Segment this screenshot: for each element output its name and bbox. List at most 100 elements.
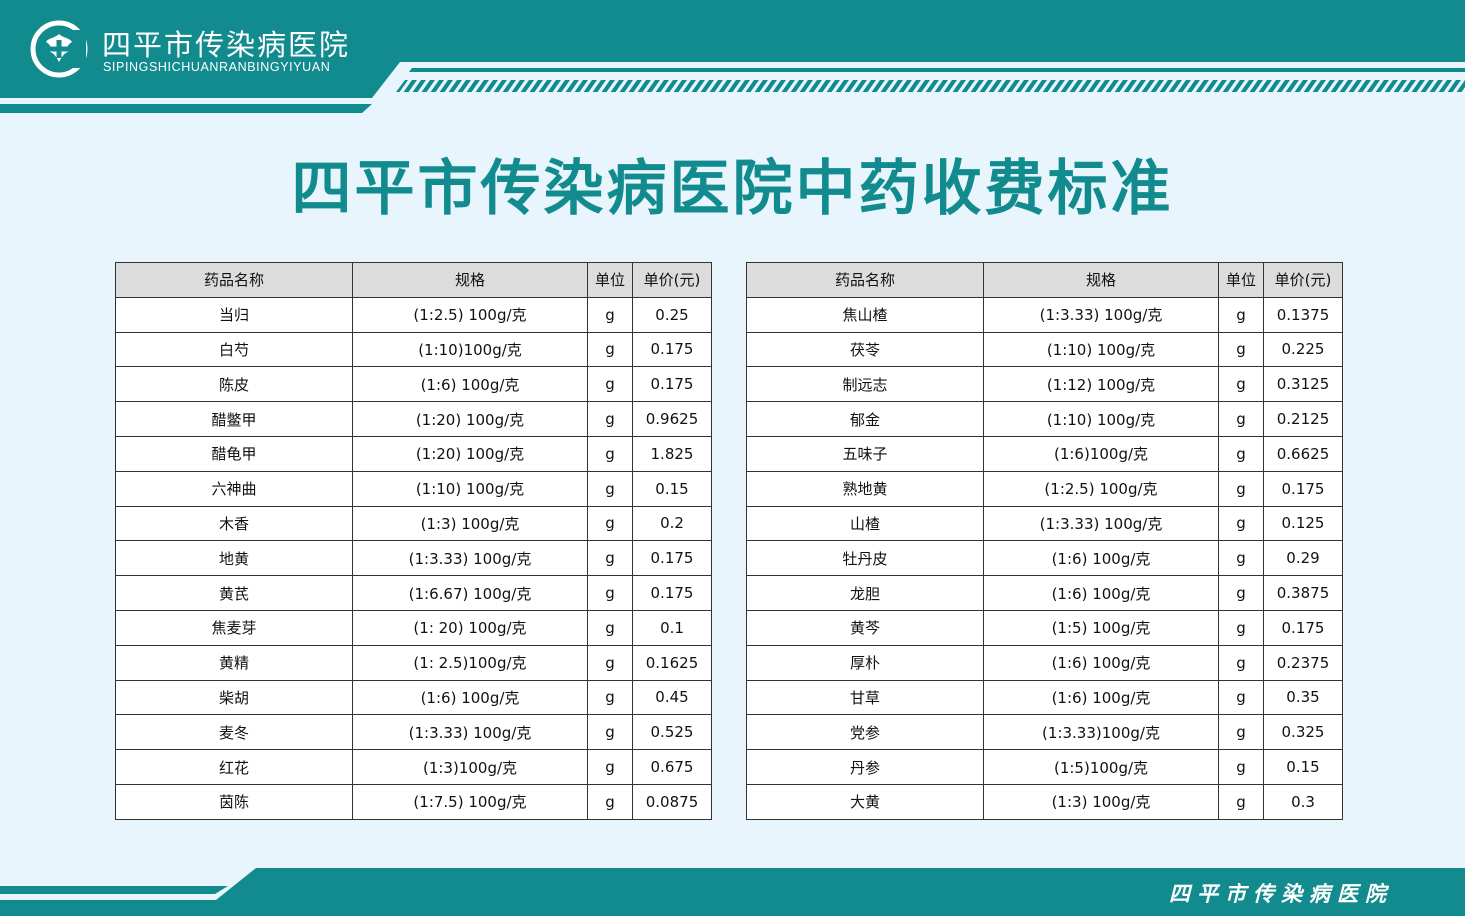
drug-spec: (1:6.67) 100g/克 (352, 575, 588, 611)
drug-unit: g (1218, 296, 1264, 333)
table-row: 牡丹皮 (1:6) 100g/克 g 0.29 (746, 540, 1343, 577)
table-row: 焦麦芽 (1: 20) 100g/克 g 0.1 (115, 609, 712, 646)
drug-price: 0.3125 (1263, 366, 1343, 403)
drug-name: 陈皮 (115, 366, 353, 403)
drug-price: 0.1375 (1263, 296, 1343, 333)
drug-price: 0.525 (632, 714, 712, 751)
drug-spec: (1:3) 100g/克 (352, 505, 588, 542)
drug-spec: (1:10) 100g/克 (983, 331, 1219, 368)
drug-unit: g (587, 470, 633, 507)
drug-spec: (1:3.33) 100g/克 (983, 505, 1219, 542)
drug-name: 黄芩 (746, 609, 984, 646)
drug-price: 0.225 (1263, 331, 1343, 368)
drug-unit: g (587, 783, 633, 820)
table-row: 黄精 (1: 2.5)100g/克 g 0.1625 (115, 644, 712, 681)
drug-spec: (1: 20) 100g/克 (352, 609, 588, 646)
header-drug-name: 药品名称 (115, 262, 353, 298)
footer-band (0, 868, 1465, 916)
header-price: 单价(元) (1263, 262, 1343, 298)
drug-spec: (1:20) 100g/克 (352, 401, 588, 437)
drug-spec: (1:2.5) 100g/克 (352, 296, 588, 333)
drug-unit: g (587, 540, 633, 577)
drug-unit: g (1218, 609, 1264, 646)
drug-spec: (1:5) 100g/克 (983, 609, 1219, 646)
drug-name: 制远志 (746, 366, 984, 403)
table-row: 丹参 (1:5)100g/克 g 0.15 (746, 749, 1343, 785)
drug-price: 0.175 (632, 366, 712, 403)
org-name-cn: 四平市传染病医院 (102, 28, 351, 62)
table-row: 茯苓 (1:10) 100g/克 g 0.225 (746, 331, 1343, 368)
drug-unit: g (1218, 749, 1264, 785)
drug-name: 山楂 (746, 505, 984, 542)
header-unit: 单位 (1218, 262, 1264, 298)
drug-unit: g (587, 505, 633, 542)
drug-name: 焦麦芽 (115, 609, 353, 646)
drug-name: 党参 (746, 714, 984, 751)
drug-name: 醋鳖甲 (115, 401, 353, 437)
drug-price: 0.9625 (632, 401, 712, 437)
table-row: 熟地黄 (1:2.5) 100g/克 g 0.175 (746, 470, 1343, 507)
header-price: 单价(元) (632, 262, 712, 298)
drug-price: 0.175 (1263, 609, 1343, 646)
drug-price: 0.1 (632, 609, 712, 646)
drug-unit: g (587, 575, 633, 611)
footer-org-name: 四平市传染病医院 (1169, 881, 1393, 906)
drug-unit: g (587, 609, 633, 646)
drug-name: 龙胆 (746, 575, 984, 611)
drug-price: 0.6625 (1263, 435, 1343, 472)
drug-spec: (1:3)100g/克 (352, 749, 588, 785)
header-spec: 规格 (983, 262, 1219, 298)
fee-table-left: 药品名称 规格 单位 单价(元) 当归 (1:2.5) 100g/克 g 0.25 白… (115, 262, 712, 820)
drug-name: 六神曲 (115, 470, 353, 507)
table-row: 地黄 (1:3.33) 100g/克 g 0.175 (115, 540, 712, 577)
drug-price: 0.2 (632, 505, 712, 542)
table-row: 木香 (1:3) 100g/克 g 0.2 (115, 505, 712, 542)
drug-name: 黄芪 (115, 575, 353, 611)
drug-price: 0.2375 (1263, 644, 1343, 681)
table-row: 制远志 (1:12) 100g/克 g 0.3125 (746, 366, 1343, 403)
drug-price: 0.15 (1263, 749, 1343, 785)
drug-name: 麦冬 (115, 714, 353, 751)
table-header-row: 药品名称 规格 单位 单价(元) (746, 262, 1343, 298)
header-drug-name: 药品名称 (746, 262, 984, 298)
drug-name: 茵陈 (115, 783, 353, 820)
drug-price: 0.675 (632, 749, 712, 785)
drug-spec: (1:3.33) 100g/克 (352, 714, 588, 751)
drug-spec: (1:6)100g/克 (983, 435, 1219, 472)
drug-name: 厚朴 (746, 644, 984, 681)
drug-price: 0.1625 (632, 644, 712, 681)
table-row: 茵陈 (1:7.5) 100g/克 g 0.0875 (115, 783, 712, 820)
drug-name: 五味子 (746, 435, 984, 472)
table-row: 麦冬 (1:3.33) 100g/克 g 0.525 (115, 714, 712, 751)
drug-spec: (1:2.5) 100g/克 (983, 470, 1219, 507)
table-row: 焦山楂 (1:3.33) 100g/克 g 0.1375 (746, 296, 1343, 333)
drug-spec: (1:20) 100g/克 (352, 435, 588, 472)
page-title: 四平市传染病医院中药收费标准 (291, 154, 1174, 224)
drug-unit: g (1218, 505, 1264, 542)
drug-price: 0.175 (632, 331, 712, 368)
drug-price: 0.175 (1263, 470, 1343, 507)
drug-price: 0.35 (1263, 679, 1343, 716)
drug-price: 0.0875 (632, 783, 712, 820)
drug-price: 0.125 (1263, 505, 1343, 542)
table-row: 醋鳖甲 (1:20) 100g/克 g 0.9625 (115, 401, 712, 437)
drug-unit: g (1218, 470, 1264, 507)
drug-spec: (1:6) 100g/克 (983, 644, 1219, 681)
drug-unit: g (587, 714, 633, 751)
drug-unit: g (587, 296, 633, 333)
drug-unit: g (587, 749, 633, 785)
drug-price: 0.3 (1263, 783, 1343, 820)
drug-spec: (1:3.33) 100g/克 (983, 296, 1219, 333)
drug-spec: (1:10) 100g/克 (983, 401, 1219, 437)
drug-spec: (1:3.33)100g/克 (983, 714, 1219, 751)
drug-unit: g (587, 401, 633, 437)
drug-name: 醋龟甲 (115, 435, 353, 472)
drug-name: 茯苓 (746, 331, 984, 368)
table-row: 当归 (1:2.5) 100g/克 g 0.25 (115, 296, 712, 333)
header-spec: 规格 (352, 262, 588, 298)
table-row: 黄芩 (1:5) 100g/克 g 0.175 (746, 609, 1343, 646)
drug-spec: (1:6) 100g/克 (352, 366, 588, 403)
drug-unit: g (1218, 679, 1264, 716)
drug-spec: (1:5)100g/克 (983, 749, 1219, 785)
drug-unit: g (1218, 575, 1264, 611)
